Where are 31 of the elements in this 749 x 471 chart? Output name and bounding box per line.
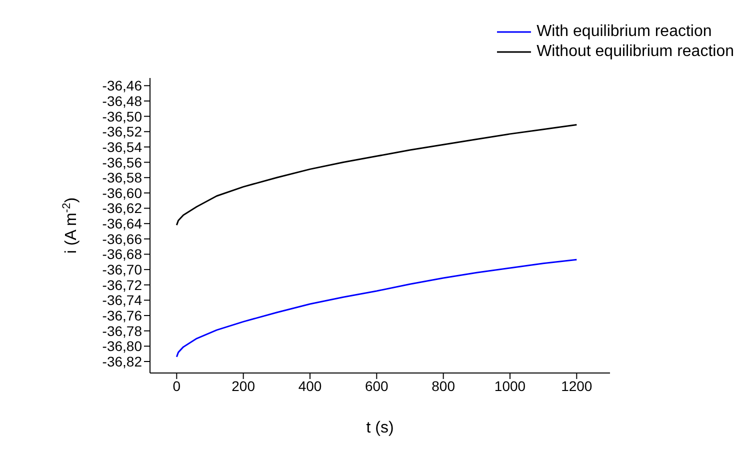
y-tick-label: -36,82	[102, 353, 142, 370]
y-tick-label: -36,54	[102, 138, 142, 155]
y-tick-label: -36,48	[102, 92, 142, 109]
y-tick-label: -36,60	[102, 184, 142, 201]
y-tick-label: -36,68	[102, 246, 142, 262]
y-tick-label: -36,50	[102, 108, 142, 124]
x-tick-label: 200	[232, 378, 256, 394]
legend-label: With equilibrium reaction	[536, 22, 712, 42]
y-tick-label: -36,72	[102, 276, 142, 293]
y-tick-label: -36,62	[102, 200, 142, 216]
y-tick-label: -36,52	[102, 124, 142, 140]
y-tick-label: -36,74	[102, 292, 142, 308]
x-tick-label: 0	[172, 378, 181, 394]
y-tick-label: -36,70	[102, 262, 142, 278]
x-tick-label: 800	[432, 378, 456, 394]
x-tick-label: 600	[364, 378, 389, 394]
x-tick-label: 400	[298, 378, 322, 394]
legend-label: Without equilibrium reaction	[536, 42, 734, 62]
y-tick-label: -36,80	[102, 338, 142, 354]
y-tick-label: -36,56	[102, 154, 142, 170]
y-tick-label: -36,64	[102, 216, 142, 232]
x-axis-title: t (s)	[366, 419, 394, 436]
y-tick-label: -36,58	[102, 170, 142, 186]
line-series	[176, 258, 578, 358]
y-tick-label: -36,76	[102, 308, 142, 324]
line-series	[176, 124, 578, 226]
x-tick-label: 1000	[494, 378, 526, 394]
y-tick-label: -36,46	[102, 78, 142, 94]
x-tick-label: 1200	[561, 378, 592, 394]
y-tick-label: -36,66	[102, 230, 142, 247]
y-tick-label: -36,78	[102, 322, 142, 339]
